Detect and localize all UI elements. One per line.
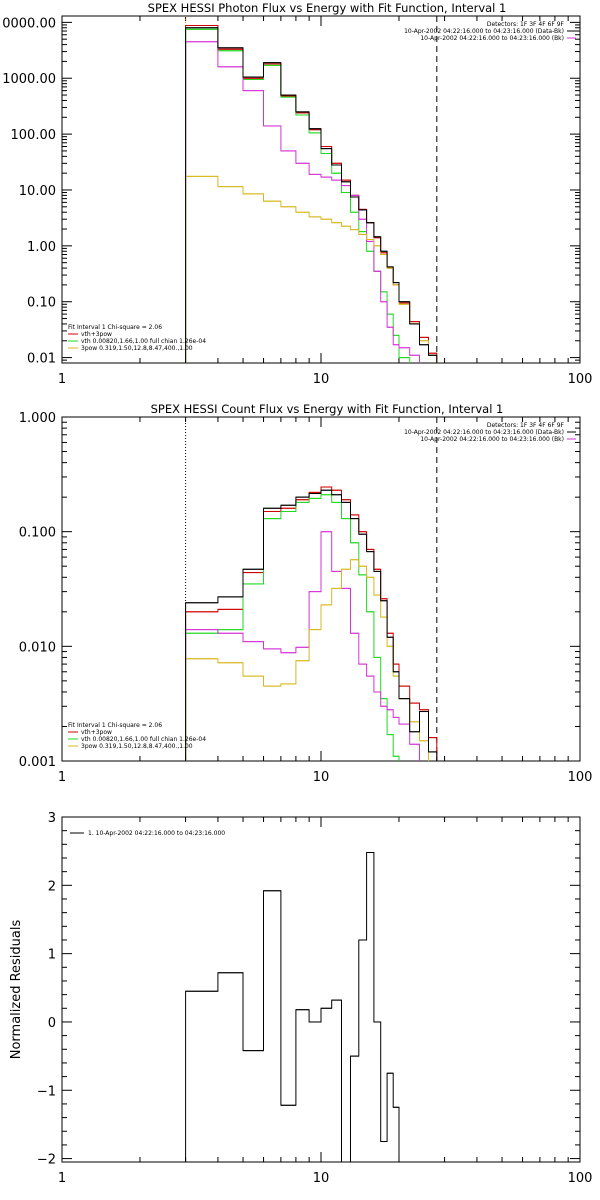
y-tick-label: 1: [48, 948, 56, 963]
y-axis: 0.01 0.10 1.00 10.00 100.00 1000.00 0000.00: [2, 16, 580, 367]
y-axis: −2 −1 0 1 2 3: [37, 811, 580, 1168]
legend-fit-info: Fit Interval 1 Chi-square = 2.06: [68, 324, 162, 331]
header-line: 10-Apr-2002 04:22:16.000 to 04:23:16.000…: [404, 429, 564, 436]
series-path: [185, 494, 400, 761]
x-tick-label: 1: [58, 372, 66, 387]
series-bk: [185, 531, 420, 761]
y-tick-label: −1: [37, 1084, 56, 1099]
header-line: Detectors: 1F 3F 4F 6F 9F: [487, 21, 565, 28]
legend-entry: 1. 10-Apr-2002 04:22:16.000 to 04:23:16.…: [88, 830, 225, 837]
header-line: Detectors: 1F 3F 4F 6F 9F: [487, 422, 565, 429]
series-vth-3pow: [185, 24, 438, 363]
series-path: [185, 559, 429, 761]
plot-frame: [61, 816, 581, 1163]
series-vth: [185, 28, 411, 363]
series-path: [185, 28, 411, 363]
y-tick-label: 0.100: [19, 526, 56, 541]
y-tick-label: 1.000: [19, 411, 56, 426]
series-vth: [185, 494, 400, 761]
series-path: [185, 27, 438, 363]
header-line: 10-Apr-2002 04:22:16.000 to 04:23:16.000…: [420, 35, 564, 42]
legend-entry: vth 0.00820,1.66,1.00 full chian 1.26e-0…: [81, 338, 206, 345]
series-1-10-apr-2002-04-22-16-000-to-04-23-16-000: [185, 852, 400, 1163]
panel-1: SPEX HESSI Photon Flux vs Energy with Fi…: [2, 1, 592, 387]
y-tick-label: 0.10: [27, 296, 56, 311]
y-tick-label: 0.010: [19, 640, 56, 655]
x-tick-label: 10: [313, 1171, 330, 1186]
plot-frame: [61, 15, 581, 364]
series-path: [185, 25, 438, 363]
series-path: [185, 41, 420, 363]
y-axis-label: Normalized Residuals: [9, 920, 24, 1060]
series-path: [185, 852, 400, 1163]
legend-fit-info: Fit Interval 1 Chi-square = 2.06: [68, 722, 162, 729]
legend-entry: vth 0.00820,1.66,1.00 full chian 1.26e-0…: [81, 736, 206, 743]
x-tick-label: 10: [313, 372, 330, 387]
series-3pow: [185, 175, 438, 363]
y-tick-label: 0000.00: [2, 16, 56, 31]
series-path: [185, 175, 438, 363]
y-tick-label: 100.00: [11, 128, 57, 143]
legend: Fit Interval 1 Chi-square = 2.06vth+3pow…: [68, 722, 206, 750]
series-path: [185, 531, 420, 761]
y-tick-label: 1.00: [27, 240, 56, 255]
series-3pow: [185, 559, 429, 761]
legend-entry: vth+3pow: [81, 331, 112, 338]
series-path: [185, 486, 438, 761]
series-bk: [185, 41, 420, 363]
panel-2: SPEX HESSI Count Flux vs Energy with Fit…: [19, 402, 593, 785]
y-tick-label: 0.01: [27, 352, 56, 367]
x-axis: 1 10 100: [58, 16, 593, 387]
header-line: 10-Apr-2002 04:22:16.000 to 04:23:16.000…: [420, 436, 564, 443]
x-tick-label: 100: [568, 372, 593, 387]
header-line: 10-Apr-2002 04:22:16.000 to 04:23:16.000…: [404, 28, 564, 35]
x-tick-label: 100: [568, 770, 593, 785]
series-vth-3pow: [185, 486, 438, 761]
series-data-bk: [185, 489, 438, 761]
y-tick-label: 3: [48, 811, 56, 826]
y-tick-label: 0: [48, 1016, 56, 1031]
y-tick-label: −2: [37, 1153, 56, 1168]
series-path: [185, 489, 438, 761]
legend: 1. 10-Apr-2002 04:22:16.000 to 04:23:16.…: [70, 830, 225, 837]
panel-3: 1 10 100 −2 −1 0 1 2 3 Normalized Residuals 1. 10-…: [9, 811, 592, 1186]
y-tick-label: 1000.00: [2, 72, 56, 87]
legend-entry: 3pow 0.319,1.50,12.8,8.47,400.,1.00: [81, 743, 193, 750]
chart-title: SPEX HESSI Photon Flux vs Energy with Fi…: [148, 1, 507, 15]
y-tick-label: 10.00: [19, 184, 56, 199]
x-tick-label: 10: [313, 770, 330, 785]
series-data-bk: [185, 27, 438, 363]
y-axis: 0.001 0.010 0.100 1.000: [19, 411, 580, 770]
x-axis: 1 10 100: [58, 417, 593, 785]
x-tick-label: 1: [58, 1171, 66, 1186]
chart-title: SPEX HESSI Count Flux vs Energy with Fit…: [151, 402, 504, 416]
x-tick-label: 1: [58, 770, 66, 785]
legend-entry: 3pow 0.319,1.50,12.8,8.47,400.,1.00: [81, 345, 193, 352]
y-tick-label: 0.001: [19, 755, 56, 770]
x-tick-label: 100: [568, 1171, 593, 1186]
x-axis: 1 10 100: [58, 817, 593, 1186]
legend: Fit Interval 1 Chi-square = 2.06vth+3pow…: [68, 324, 206, 352]
legend-entry: vth+3pow: [81, 729, 112, 736]
y-tick-label: 2: [48, 879, 56, 894]
